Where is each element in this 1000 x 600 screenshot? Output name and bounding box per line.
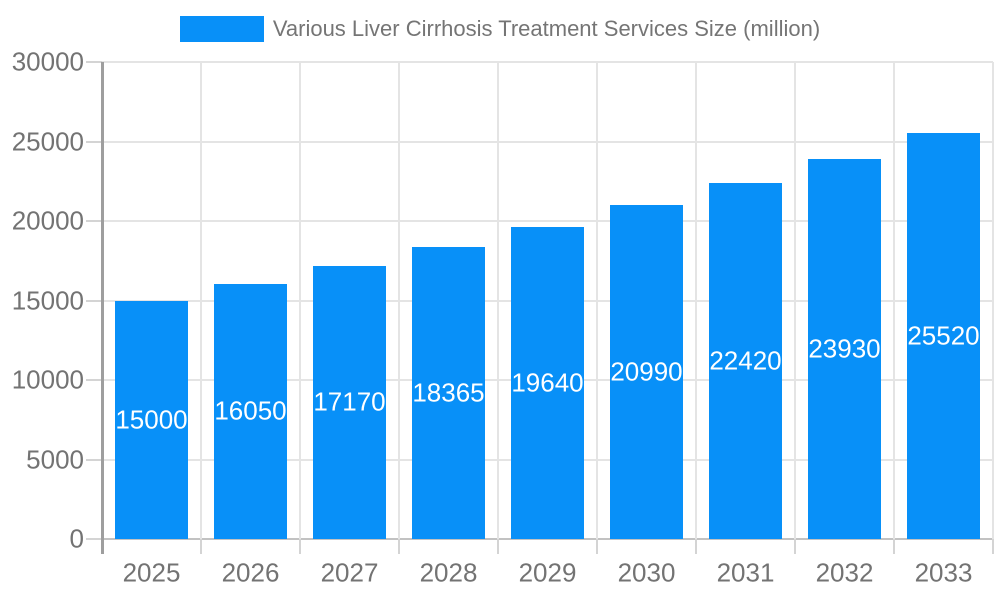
- x-gridline: [596, 62, 598, 539]
- x-gridline: [200, 62, 202, 539]
- bar-value-label: 16050: [214, 395, 287, 426]
- y-gridline: [102, 220, 993, 222]
- x-gridline: [299, 62, 301, 539]
- y-tick: [86, 299, 102, 302]
- bar[interactable]: [214, 283, 287, 539]
- x-axis-tick-label: 2028: [419, 557, 478, 588]
- y-tick: [86, 458, 102, 461]
- x-axis-tick-label: 2032: [815, 557, 874, 588]
- y-axis-tick-label: 25000: [11, 126, 84, 156]
- y-axis-tick-label: 30000: [11, 46, 84, 77]
- bar[interactable]: [115, 300, 188, 539]
- y-axis-tick-label: 0: [69, 523, 84, 554]
- y-axis-tick-label: 15000: [11, 285, 84, 315]
- bar[interactable]: [808, 158, 881, 539]
- x-axis-tick-label: 2031: [716, 557, 775, 588]
- y-gridline: [102, 61, 993, 63]
- y-tick: [86, 220, 102, 222]
- x-tick: [200, 539, 202, 554]
- y-gridline: [102, 538, 993, 540]
- x-gridline: [695, 62, 697, 539]
- x-tick: [497, 539, 499, 554]
- bar[interactable]: [511, 226, 584, 539]
- bar-value-label: 22420: [709, 345, 782, 376]
- bar-value-label: 18365: [412, 377, 485, 408]
- bar-value-label: 17170: [313, 386, 386, 417]
- x-tick: [695, 539, 697, 554]
- x-tick: [398, 539, 400, 554]
- x-gridline: [992, 62, 994, 539]
- y-tick: [86, 140, 102, 143]
- y-tick: [86, 61, 102, 63]
- legend[interactable]: Various Liver Cirrhosis Treatment Servic…: [0, 16, 1000, 42]
- bar[interactable]: [709, 182, 782, 539]
- y-tick: [86, 379, 102, 381]
- x-axis-tick-label: 2030: [617, 557, 676, 588]
- y-axis-line: [101, 62, 104, 554]
- y-axis-tick-label: 5000: [26, 444, 84, 474]
- x-tick: [992, 539, 994, 554]
- y-tick: [86, 538, 102, 540]
- x-tick: [299, 539, 301, 554]
- bar[interactable]: [610, 205, 683, 539]
- x-axis-tick-label: 2027: [320, 557, 379, 588]
- x-gridline: [398, 62, 400, 539]
- y-axis-tick-label: 10000: [11, 364, 84, 395]
- legend-label: Various Liver Cirrhosis Treatment Servic…: [272, 16, 821, 41]
- y-gridline: [102, 140, 993, 143]
- bar[interactable]: [907, 133, 980, 539]
- x-axis-tick-label: 2025: [122, 557, 181, 588]
- y-axis-tick-label: 20000: [11, 205, 84, 236]
- x-axis-tick-label: 2029: [518, 557, 577, 588]
- bar-value-label: 25520: [907, 320, 980, 351]
- x-tick: [794, 539, 796, 554]
- x-tick: [893, 539, 895, 554]
- legend-swatch: [179, 16, 264, 42]
- x-tick: [596, 539, 598, 554]
- x-axis-tick-label: 2026: [221, 557, 280, 588]
- x-gridline: [497, 62, 499, 539]
- bar[interactable]: [313, 265, 386, 539]
- bar-value-label: 20990: [610, 356, 683, 387]
- x-gridline: [794, 62, 796, 539]
- bar-value-label: 15000: [115, 404, 188, 435]
- bar-value-label: 23930: [808, 333, 881, 364]
- bar[interactable]: [412, 246, 485, 539]
- x-axis-tick-label: 2033: [914, 557, 973, 588]
- x-gridline: [893, 62, 895, 539]
- bar-value-label: 19640: [511, 367, 584, 398]
